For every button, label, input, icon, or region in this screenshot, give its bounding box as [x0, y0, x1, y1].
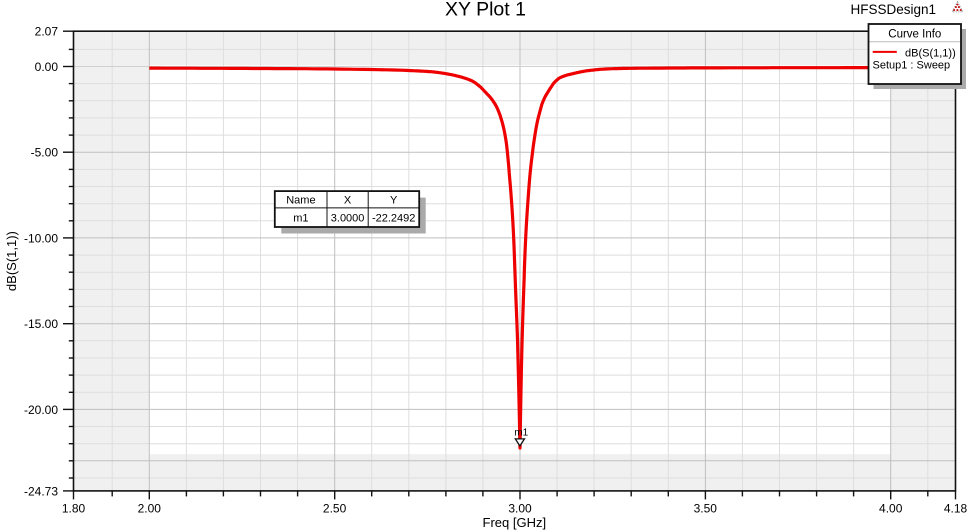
- svg-text:dB(S(1,1)): dB(S(1,1)): [4, 231, 19, 291]
- svg-text:dB(S(1,1)): dB(S(1,1)): [905, 47, 956, 59]
- svg-text:m1: m1: [293, 213, 308, 225]
- svg-text:XY Plot 1: XY Plot 1: [445, 0, 526, 21]
- svg-text:HFSSDesign1: HFSSDesign1: [850, 2, 936, 17]
- svg-text:-15.00: -15.00: [24, 317, 58, 331]
- svg-text:2.07: 2.07: [35, 25, 59, 39]
- svg-text:-10.00: -10.00: [24, 231, 58, 245]
- svg-text:0.00: 0.00: [35, 60, 59, 74]
- svg-text:3.00: 3.00: [508, 501, 532, 515]
- svg-text:-20.00: -20.00: [24, 403, 58, 417]
- svg-text:2.50: 2.50: [323, 501, 347, 515]
- svg-text:X: X: [344, 195, 352, 207]
- svg-text:4.18: 4.18: [944, 501, 968, 515]
- svg-text:2.00: 2.00: [138, 501, 162, 515]
- svg-text:3.50: 3.50: [694, 501, 718, 515]
- svg-text:Name: Name: [286, 195, 315, 207]
- svg-text:m1: m1: [514, 428, 528, 439]
- svg-text:Setup1 : Sweep: Setup1 : Sweep: [873, 60, 951, 72]
- svg-text:Curve Info: Curve Info: [888, 29, 941, 41]
- svg-text:-5.00: -5.00: [31, 146, 59, 160]
- svg-text:3.0000: 3.0000: [331, 213, 365, 225]
- svg-text:Freq [GHz]: Freq [GHz]: [483, 515, 547, 530]
- svg-text:-22.2492: -22.2492: [372, 213, 415, 225]
- svg-text:1.80: 1.80: [62, 501, 86, 515]
- svg-text:4.00: 4.00: [879, 501, 903, 515]
- svg-text:-24.73: -24.73: [24, 484, 58, 498]
- svg-text:Y: Y: [390, 195, 398, 207]
